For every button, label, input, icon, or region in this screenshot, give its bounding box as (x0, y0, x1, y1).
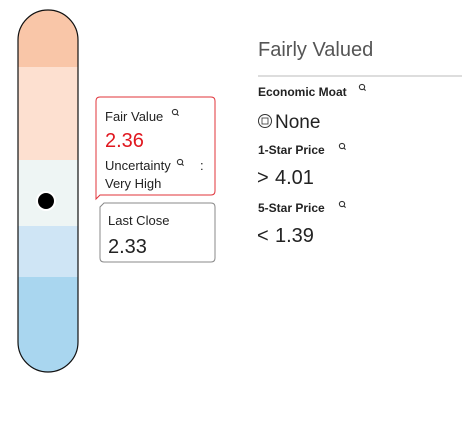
one-star-price: 4.01 (275, 167, 314, 189)
uncertainty-separator: : (200, 158, 204, 173)
bar-segment (18, 67, 78, 160)
moat-icon (258, 114, 272, 128)
last-close: 2.33 (108, 236, 147, 258)
moat-icon-inner (261, 117, 269, 125)
fair-value: 2.36 (105, 130, 144, 152)
five-star-label: 5-Star Price (258, 201, 325, 215)
info-icon[interactable] (358, 83, 367, 92)
last-close-label: Last Close (108, 213, 169, 228)
five-star-price: 1.39 (275, 225, 314, 247)
uncertainty-value: Very High (105, 176, 161, 191)
bar-segment (18, 277, 78, 372)
bar-segment (18, 226, 78, 277)
five-star-comparator: < (257, 225, 269, 247)
moat-value: None (275, 112, 320, 133)
moat-label: Economic Moat (258, 85, 347, 99)
uncertainty-label: Uncertainty (105, 158, 171, 173)
valuation-bar (18, 10, 78, 372)
last-close-box (99, 202, 216, 263)
valuation-label: Fairly Valued (258, 39, 373, 61)
fair-value-box (95, 96, 216, 201)
price-marker (38, 193, 54, 209)
info-icon[interactable] (338, 142, 347, 151)
one-star-comparator: > (257, 167, 269, 189)
bar-outline (17, 9, 79, 373)
one-star-label: 1-Star Price (258, 143, 325, 157)
fair-value-label: Fair Value (105, 109, 163, 124)
bar-segment (18, 10, 78, 67)
info-icon[interactable] (338, 200, 347, 209)
